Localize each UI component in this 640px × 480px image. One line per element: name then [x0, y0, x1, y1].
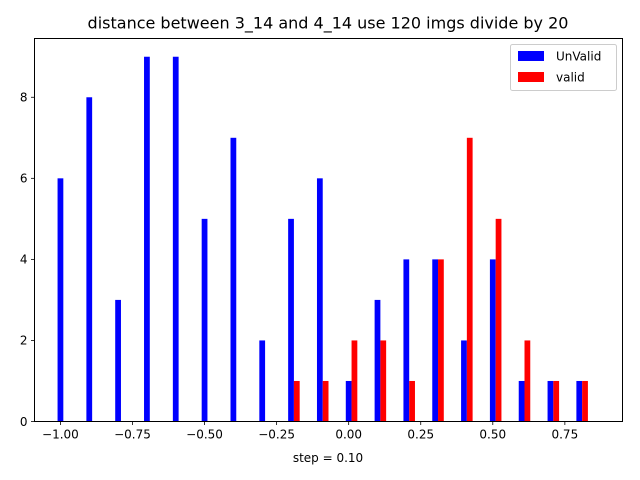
bar-valid [524, 340, 531, 422]
bar-unvalid [489, 259, 496, 422]
bar-unvalid [172, 56, 179, 422]
x-axis-label: step = 0.10 [293, 451, 363, 465]
chart-title: distance between 3_14 and 4_14 use 120 i… [88, 14, 569, 34]
bar-valid [553, 380, 560, 422]
x-tick-label: 0.75 [551, 428, 578, 442]
plot-frame [34, 38, 623, 422]
y-tick-label: 2 [20, 334, 28, 348]
y-axis: 0 2 4 6 8 [20, 91, 35, 429]
x-tick-label: −0.50 [186, 428, 223, 442]
x-tick-label: −1.00 [42, 428, 79, 442]
x-tick-label: −0.25 [258, 428, 295, 442]
bar-unvalid [432, 259, 439, 422]
bar-unvalid [259, 340, 266, 422]
x-tick-label: 0.50 [479, 428, 506, 442]
bar-unvalid [345, 380, 352, 422]
y-tick-label: 0 [20, 415, 28, 429]
bar-unvalid [403, 259, 410, 422]
bar-unvalid [547, 380, 554, 422]
bar-valid [409, 380, 415, 422]
bar-unvalid [518, 380, 525, 422]
bar-valid [582, 380, 588, 422]
bar-unvalid [201, 218, 208, 422]
bar-unvalid [461, 340, 467, 422]
x-tick-label: 0.00 [335, 428, 362, 442]
bar-valid [293, 380, 300, 422]
legend: UnValid valid [510, 44, 617, 91]
bar-valid [495, 218, 502, 422]
legend-swatch-valid [518, 72, 544, 82]
bar-unvalid [576, 380, 583, 422]
legend-label-unvalid: UnValid [556, 50, 601, 64]
x-tick-label: −0.75 [114, 428, 151, 442]
legend-label-valid: valid [556, 71, 585, 85]
bar-unvalid [115, 299, 121, 422]
bar-unvalid [316, 178, 323, 422]
y-tick-label: 4 [20, 253, 28, 267]
bar-unvalid [230, 137, 237, 422]
x-axis: −1.00 −0.75 −0.50 −0.25 0.00 0.25 0.50 0.75 [42, 421, 578, 442]
y-tick-label: 8 [20, 91, 28, 105]
bar-valid [380, 340, 387, 422]
x-tick-label: 0.25 [407, 428, 434, 442]
bar-valid [438, 259, 444, 422]
bars-layer [57, 56, 588, 422]
bar-unvalid [144, 56, 150, 422]
bar-unvalid [86, 97, 93, 422]
bar-unvalid [374, 299, 381, 422]
bar-unvalid [288, 218, 294, 422]
bar-valid [466, 137, 473, 422]
bar-unvalid [57, 178, 64, 422]
bar-valid [322, 380, 329, 422]
bar-valid [351, 340, 358, 422]
legend-swatch-unvalid [518, 51, 544, 61]
y-tick-label: 6 [20, 172, 28, 186]
